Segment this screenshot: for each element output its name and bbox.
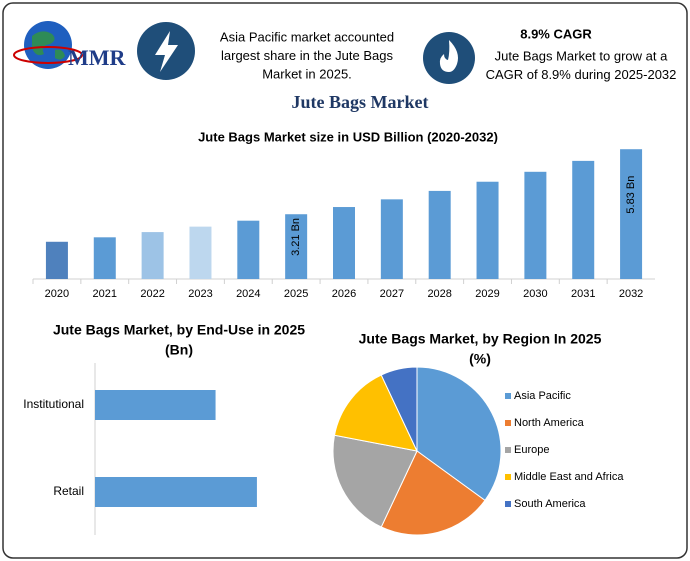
y-tick-label: Retail (53, 484, 84, 498)
x-tick-label: 2024 (236, 288, 260, 300)
bar (95, 477, 257, 507)
fact-2-line: CAGR of 8.9% during 2025-2032 (486, 67, 677, 82)
legend-label: North America (514, 417, 585, 429)
chart-title: Jute Bags Market, by End-Use in 2025 (53, 322, 305, 338)
fact-1-line: Asia Pacific market accounted (220, 29, 394, 44)
bar (93, 237, 116, 279)
legend-swatch (505, 393, 511, 399)
main-title: Jute Bags Market (292, 92, 429, 112)
bar (380, 199, 403, 279)
legend-label: Middle East and Africa (514, 471, 624, 483)
bar (524, 171, 547, 279)
pie-slice (380, 366, 418, 452)
logo-land (32, 31, 65, 60)
fact-1: Asia Pacific market accounted largest sha… (220, 29, 394, 81)
bar (572, 160, 595, 279)
x-tick-label: 2022 (140, 288, 164, 300)
pie-slice (333, 374, 418, 452)
bar (476, 181, 499, 279)
icon-bolt (155, 31, 178, 72)
legend-label: South America (514, 498, 586, 510)
chart-title: (%) (469, 351, 491, 367)
x-tick-label: 2029 (475, 288, 499, 300)
bar (237, 220, 260, 279)
bar (45, 241, 68, 279)
legend-swatch (505, 420, 511, 426)
fact-1-line: Market in 2025. (262, 66, 352, 81)
chart-title: Jute Bags Market size in USD Billion (20… (198, 129, 498, 144)
bar (428, 190, 451, 279)
data-label: 5.83 Bn (625, 176, 637, 214)
x-tick-label: 2025 (284, 288, 308, 300)
legend-swatch (505, 501, 511, 507)
chart-title: (Bn) (165, 342, 193, 358)
x-tick-label: 2032 (619, 288, 643, 300)
logo-text: MMR (68, 45, 127, 70)
fact-2-title: 8.9% CAGR (520, 26, 592, 41)
x-tick-label: 2028 (427, 288, 451, 300)
bar (285, 214, 308, 279)
pie-slice (416, 366, 502, 502)
bar (333, 207, 355, 279)
y-tick-label: Institutional (23, 397, 84, 411)
x-tick-label: 2023 (188, 288, 212, 300)
chart-title: Jute Bags Market, by Region In 2025 (359, 331, 602, 347)
fact-2-line: Jute Bags Market to grow at a (495, 48, 668, 63)
x-tick-label: 2030 (523, 288, 547, 300)
x-tick-label: 2021 (93, 288, 117, 300)
fact-1-line: largest share in the Jute Bags (221, 48, 393, 63)
data-label: 3.21 Bn (290, 218, 302, 256)
bar (95, 390, 216, 420)
legend-swatch (505, 447, 511, 453)
logo-ring (13, 46, 83, 64)
icon-flame (439, 40, 458, 72)
legend-swatch (505, 474, 511, 480)
bar (189, 226, 212, 279)
fact-2: Jute Bags Market to grow at a CAGR of 8.9… (486, 48, 677, 82)
x-tick-label: 2026 (332, 288, 356, 300)
legend-label: Asia Pacific (514, 390, 571, 402)
pie-slice (332, 434, 418, 528)
logo: MMR (13, 21, 127, 70)
x-tick-label: 2020 (45, 288, 69, 300)
legend-label: Europe (514, 444, 549, 456)
x-tick-label: 2031 (571, 288, 595, 300)
bar (620, 149, 643, 279)
x-tick-label: 2027 (380, 288, 404, 300)
bar (141, 232, 164, 279)
